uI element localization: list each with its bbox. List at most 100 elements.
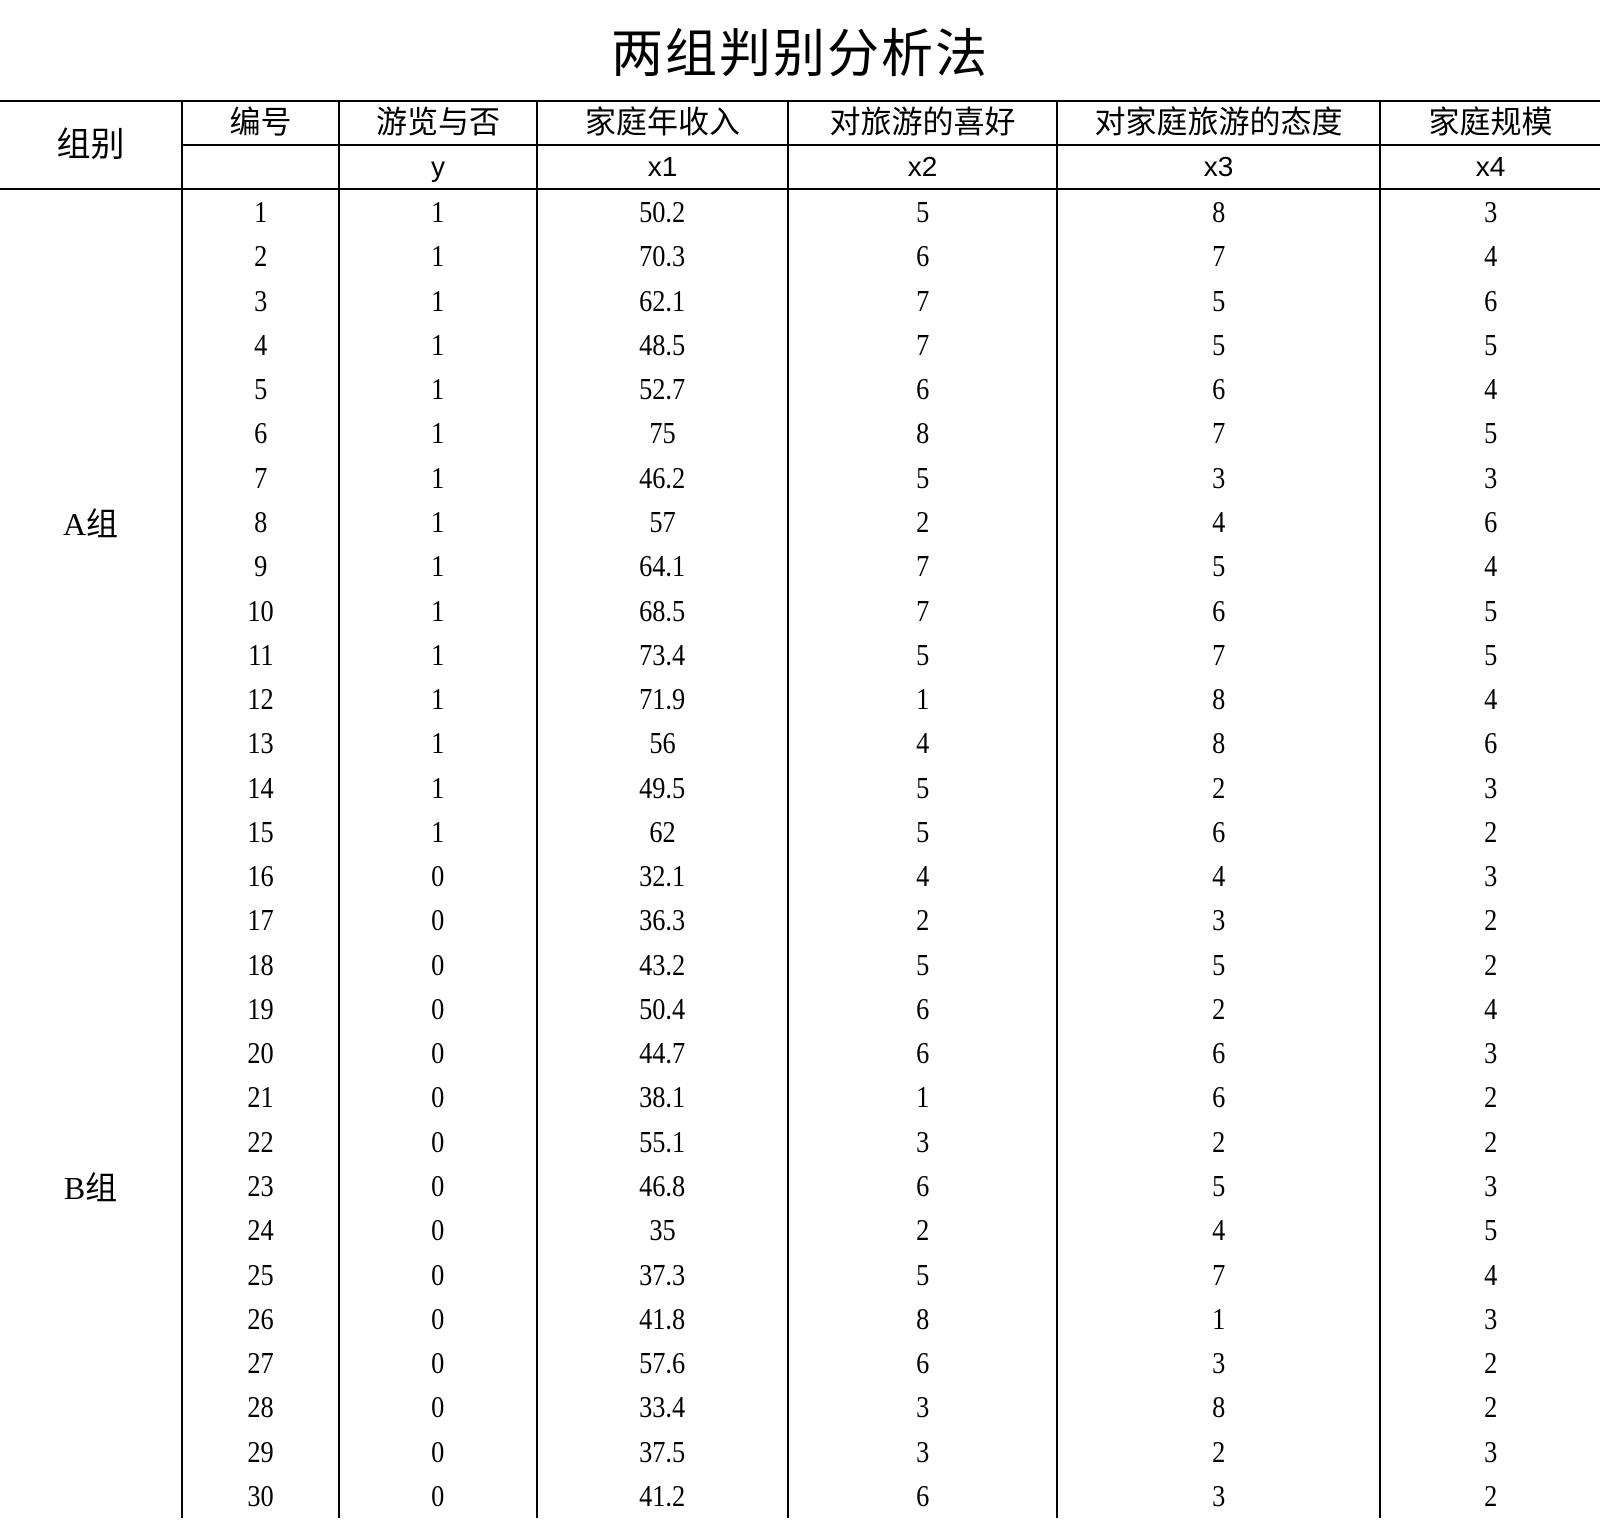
cell-id: 26: [182, 1296, 340, 1341]
cell-value: 43.2: [639, 946, 686, 982]
cell-value: 1: [431, 503, 445, 539]
cell-value: 6: [915, 371, 930, 407]
cell-preference: 4: [787, 853, 1058, 899]
cell-value: 2: [1483, 902, 1498, 938]
cell-preference: 5: [787, 455, 1058, 500]
cell-family-size: 4: [1379, 234, 1600, 279]
cell-preference: 7: [787, 322, 1058, 368]
cell-value: 48.5: [639, 326, 686, 362]
cell-preference: 8: [787, 411, 1058, 456]
cell-value: 1: [253, 194, 268, 230]
cell-value: 4: [253, 326, 268, 362]
table-row: 30 0 41.2 6 3 2: [0, 1473, 1600, 1518]
cell-id: 9: [182, 544, 340, 589]
cell-id: 22: [182, 1119, 340, 1164]
cell-family-size: 2: [1379, 1075, 1600, 1120]
cell-value: 4: [1483, 1256, 1498, 1292]
cell-income: 64.1: [536, 544, 789, 589]
cell-visit: 1: [338, 367, 538, 412]
cell-attitude: 2: [1056, 986, 1381, 1032]
cell-family-size: 4: [1379, 986, 1600, 1032]
cell-value: 8: [915, 1300, 930, 1336]
cell-value: 6: [1211, 371, 1226, 407]
cell-id: 11: [182, 632, 340, 677]
cell-family-size: 3: [1379, 1429, 1600, 1474]
cell-attitude: 2: [1056, 1429, 1381, 1474]
cell-attitude: 4: [1056, 499, 1381, 545]
cell-attitude: 3: [1056, 1340, 1381, 1386]
table-row: 13 1 56 4 8 6: [0, 721, 1600, 766]
cell-preference: 6: [787, 234, 1058, 279]
cell-value: 52.7: [639, 371, 686, 407]
cell-value: 6: [253, 415, 268, 451]
cell-attitude: 4: [1056, 853, 1381, 899]
cell-value: 2: [1483, 1079, 1498, 1115]
cell-value: 2: [1483, 1345, 1498, 1381]
cell-value: 2: [1211, 990, 1226, 1026]
cell-value: 32.1: [639, 858, 686, 894]
cell-family-size: 2: [1379, 1340, 1600, 1386]
cell-value: 28: [247, 1389, 274, 1425]
cell-value: 2: [915, 503, 930, 539]
cell-value: 23: [247, 1167, 274, 1203]
cell-value: 0: [431, 1477, 445, 1513]
cell-value: 5: [253, 371, 268, 407]
cell-value: 7: [915, 326, 930, 362]
table-row: B组 16 0 32.1 4 4 3: [0, 853, 1600, 1518]
cell-value: 12: [247, 681, 274, 717]
cell-family-size: 2: [1379, 942, 1600, 987]
cell-id: 8: [182, 499, 340, 545]
cell-value: 73.4: [639, 636, 686, 672]
cell-income: 50.4: [536, 986, 789, 1032]
cell-value: 41.2: [639, 1477, 686, 1513]
cell-value: 35: [649, 1212, 676, 1248]
cell-family-size: 3: [1379, 1163, 1600, 1209]
cell-income: 32.1: [536, 853, 789, 899]
cell-value: 0: [431, 946, 445, 982]
table-row: 2 1 70.3 6 7 4: [0, 234, 1600, 279]
cell-visit: 0: [338, 1119, 538, 1164]
cell-value: 2: [1483, 813, 1498, 849]
cell-preference: 6: [787, 986, 1058, 1032]
cell-preference: 5: [787, 189, 1058, 235]
cell-family-size: 3: [1379, 853, 1600, 899]
cell-attitude: 3: [1056, 455, 1381, 500]
cell-value: 5: [1211, 946, 1226, 982]
cell-value: 30: [247, 1477, 274, 1513]
cell-value: 19: [247, 990, 274, 1026]
cell-preference: 6: [787, 1473, 1058, 1518]
cell-value: 1: [431, 415, 445, 451]
cell-attitude: 6: [1056, 588, 1381, 633]
cell-attitude: 7: [1056, 632, 1381, 677]
cell-visit: 1: [338, 499, 538, 545]
header-family-size: 家庭规模: [1379, 100, 1600, 146]
cell-value: 20: [247, 1035, 274, 1071]
cell-preference: 5: [787, 942, 1058, 987]
cell-value: 3: [1211, 1345, 1226, 1381]
cell-id: 25: [182, 1252, 340, 1297]
cell-value: 0: [431, 1433, 445, 1469]
cell-value: 3: [1483, 1433, 1498, 1469]
cell-id: 14: [182, 765, 340, 810]
cell-value: 1: [915, 1079, 930, 1115]
cell-value: 56: [649, 725, 676, 761]
var-y: y: [338, 144, 538, 190]
cell-value: 0: [431, 1389, 445, 1425]
cell-id: 21: [182, 1075, 340, 1120]
cell-value: 75: [649, 415, 676, 451]
cell-id: 19: [182, 986, 340, 1032]
group-label: A组: [0, 189, 183, 854]
cell-value: 3: [915, 1389, 930, 1425]
cell-visit: 1: [338, 765, 538, 810]
cell-visit: 0: [338, 1340, 538, 1386]
cell-visit: 0: [338, 1208, 538, 1253]
cell-attitude: 8: [1056, 721, 1381, 766]
cell-value: 7: [1211, 636, 1226, 672]
cell-value: 3: [1483, 1167, 1498, 1203]
cell-visit: 1: [338, 455, 538, 500]
cell-visit: 1: [338, 721, 538, 766]
cell-value: 62.1: [639, 282, 686, 318]
cell-value: 2: [253, 238, 268, 274]
cell-preference: 6: [787, 1340, 1058, 1386]
cell-visit: 0: [338, 986, 538, 1032]
